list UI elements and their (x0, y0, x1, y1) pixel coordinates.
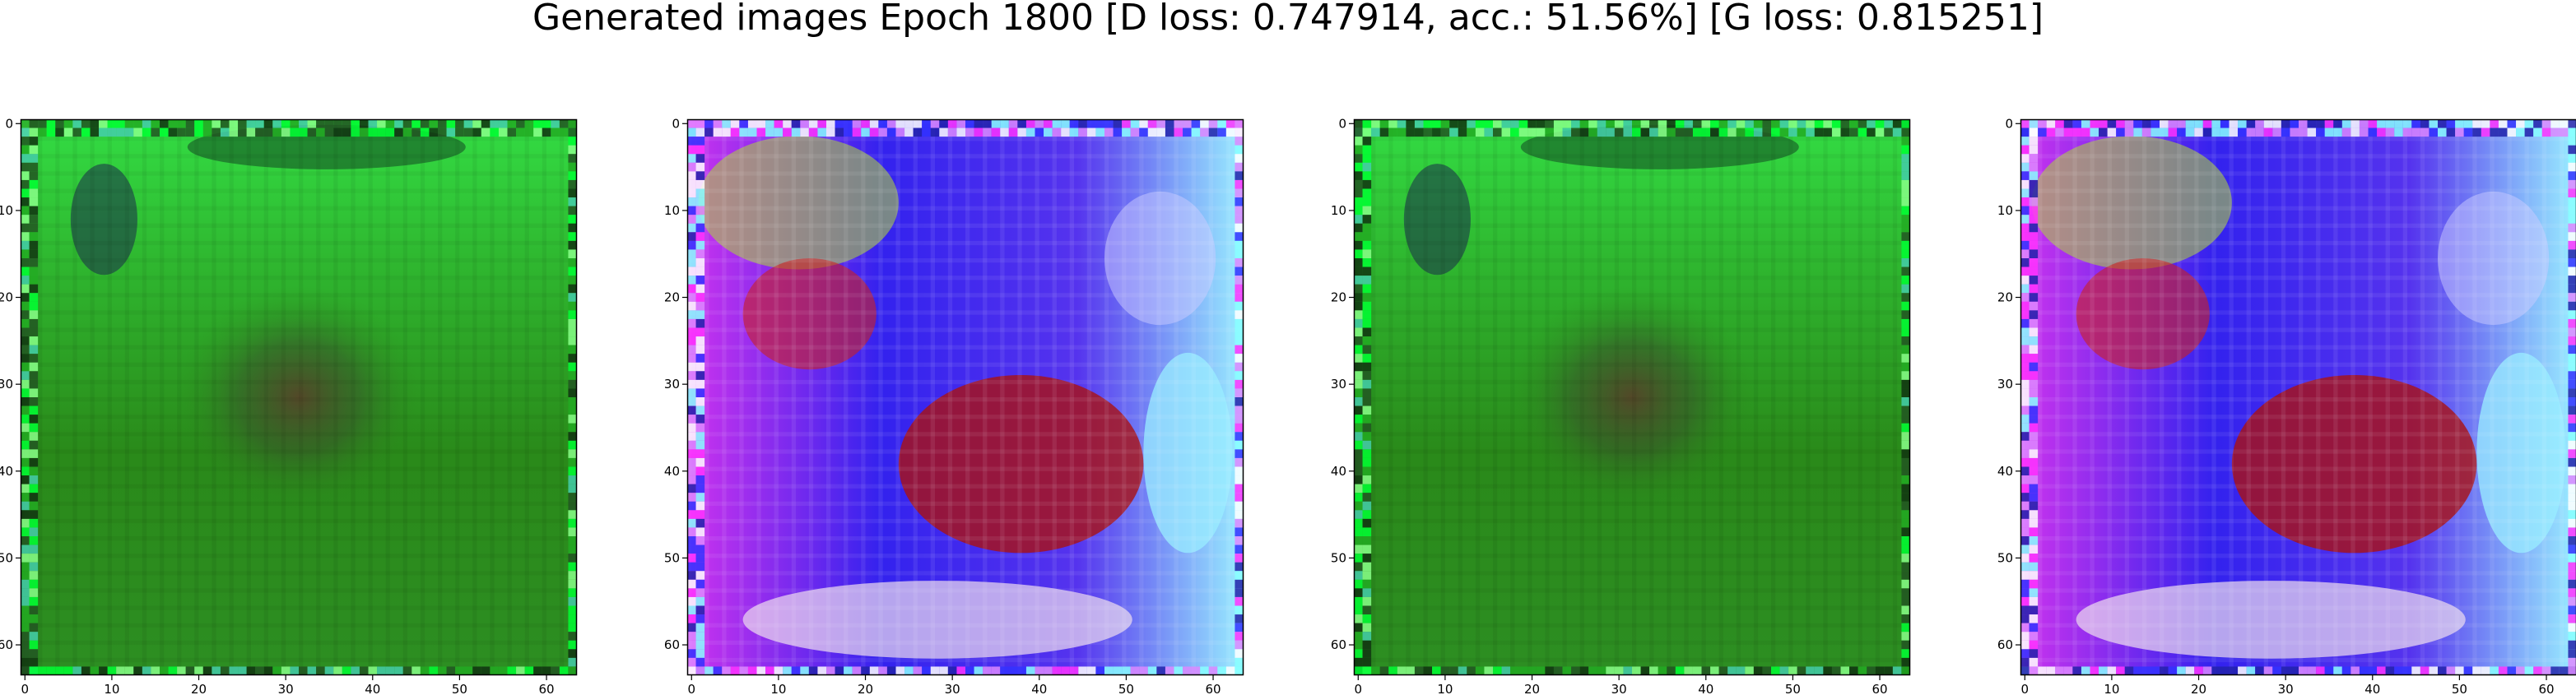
x-tick-label: 50 (1785, 682, 1801, 695)
x-tick-label: 60 (1205, 682, 1221, 695)
y-tick-label: 30 (1997, 377, 2013, 392)
x-tick-label: 10 (1437, 682, 1453, 695)
x-tick-label: 10 (104, 682, 119, 695)
generated-image-4: 0 10 20 30 40 50 60 0 10 20 30 40 50 60 (1997, 116, 2576, 695)
y-tick-label: 20 (1331, 290, 1346, 305)
generated-image-1: 0 10 20 30 40 50 60 0 10 20 30 40 50 60 (0, 116, 578, 695)
x-tick-label: 50 (452, 682, 467, 695)
x-tick-label: 30 (1611, 682, 1627, 695)
axes-frame (2020, 118, 2576, 676)
y-tick-label: 30 (664, 377, 680, 392)
x-tick-label: 30 (945, 682, 960, 695)
x-tick-label: 20 (858, 682, 873, 695)
x-tick-label: 20 (2191, 682, 2206, 695)
generated-image-3: 0 10 20 30 40 50 60 0 10 20 30 40 50 60 (1331, 116, 1911, 695)
y-tick-label: 40 (1997, 464, 2013, 479)
y-tick-label: 40 (0, 464, 13, 479)
y-tick-label: 20 (1997, 290, 2013, 305)
x-tick-label: 60 (2538, 682, 2554, 695)
x-tick-label: 20 (1524, 682, 1540, 695)
y-tick-label: 40 (664, 464, 680, 479)
y-tick-label: 0 (5, 116, 13, 131)
y-tick-label: 10 (1997, 203, 2013, 218)
x-tick-label: 20 (191, 682, 207, 695)
image-panel-4: 0 10 20 30 40 50 60 0 10 20 30 40 50 60 (1997, 116, 2576, 695)
y-tick-label: 50 (0, 550, 13, 565)
x-tick-label: 40 (365, 682, 380, 695)
y-tick-label: 60 (1331, 637, 1346, 652)
y-tick-label: 0 (672, 116, 680, 131)
y-tick-label: 60 (0, 637, 13, 652)
x-tick-label: 30 (2278, 682, 2294, 695)
y-tick-label: 60 (664, 637, 680, 652)
image-panel-3: 0 10 20 30 40 50 60 0 10 20 30 40 50 60 (1331, 116, 1911, 695)
y-tick-label: 10 (1331, 203, 1346, 218)
y-tick-label: 30 (0, 377, 13, 392)
y-tick-label: 50 (1997, 550, 2013, 565)
x-tick-label: 60 (538, 682, 554, 695)
image-panel-1: 0 10 20 30 40 50 60 0 10 20 30 40 50 60 (0, 116, 578, 695)
x-tick-label: 60 (1872, 682, 1887, 695)
y-tick-label: 0 (1338, 116, 1346, 131)
x-tick-label: 0 (688, 682, 696, 695)
x-tick-label: 40 (2364, 682, 2380, 695)
x-tick-label: 40 (1031, 682, 1047, 695)
y-tick-label: 50 (664, 550, 680, 565)
y-tick-label: 20 (0, 290, 13, 305)
axes-frame (1353, 118, 1911, 676)
y-tick-label: 60 (1997, 637, 2013, 652)
x-tick-label: 10 (770, 682, 786, 695)
x-tick-label: 40 (1698, 682, 1713, 695)
figure-title: Generated images Epoch 1800 [D loss: 0.7… (532, 0, 2044, 39)
y-tick-label: 20 (664, 290, 680, 305)
y-tick-label: 0 (2005, 116, 2013, 131)
y-tick-label: 50 (1331, 550, 1346, 565)
image-panel-2: 0 10 20 30 40 50 60 0 10 20 30 40 50 60 (664, 116, 1244, 695)
axes-frame (20, 118, 578, 676)
y-tick-label: 10 (0, 203, 13, 218)
x-tick-label: 10 (2104, 682, 2119, 695)
x-tick-label: 0 (21, 682, 30, 695)
y-tick-label: 40 (1331, 464, 1346, 479)
x-tick-label: 30 (278, 682, 294, 695)
y-tick-label: 30 (1331, 377, 1346, 392)
x-tick-label: 0 (2021, 682, 2030, 695)
x-tick-label: 0 (1355, 682, 1363, 695)
x-tick-label: 50 (2452, 682, 2467, 695)
generated-image-2: 0 10 20 30 40 50 60 0 10 20 30 40 50 60 (664, 116, 1244, 695)
x-tick-label: 50 (1118, 682, 1134, 695)
y-tick-label: 10 (664, 203, 680, 218)
axes-frame (686, 118, 1244, 676)
